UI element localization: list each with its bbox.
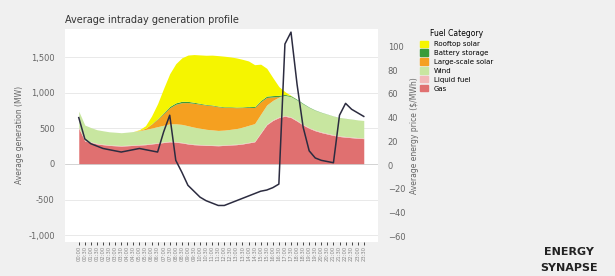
Y-axis label: Average generation (MW): Average generation (MW) <box>15 86 24 184</box>
Y-axis label: Average energy price ($/MWh): Average energy price ($/MWh) <box>410 77 419 194</box>
Text: Average intraday generation profile: Average intraday generation profile <box>65 15 239 25</box>
Text: ENERGY: ENERGY <box>544 247 594 257</box>
Text: SYNAPSE: SYNAPSE <box>540 263 598 273</box>
Legend: Rooftop solar, Battery storage, Large-scale solar, Wind, Liquid fuel, Gas: Rooftop solar, Battery storage, Large-sc… <box>419 28 494 93</box>
